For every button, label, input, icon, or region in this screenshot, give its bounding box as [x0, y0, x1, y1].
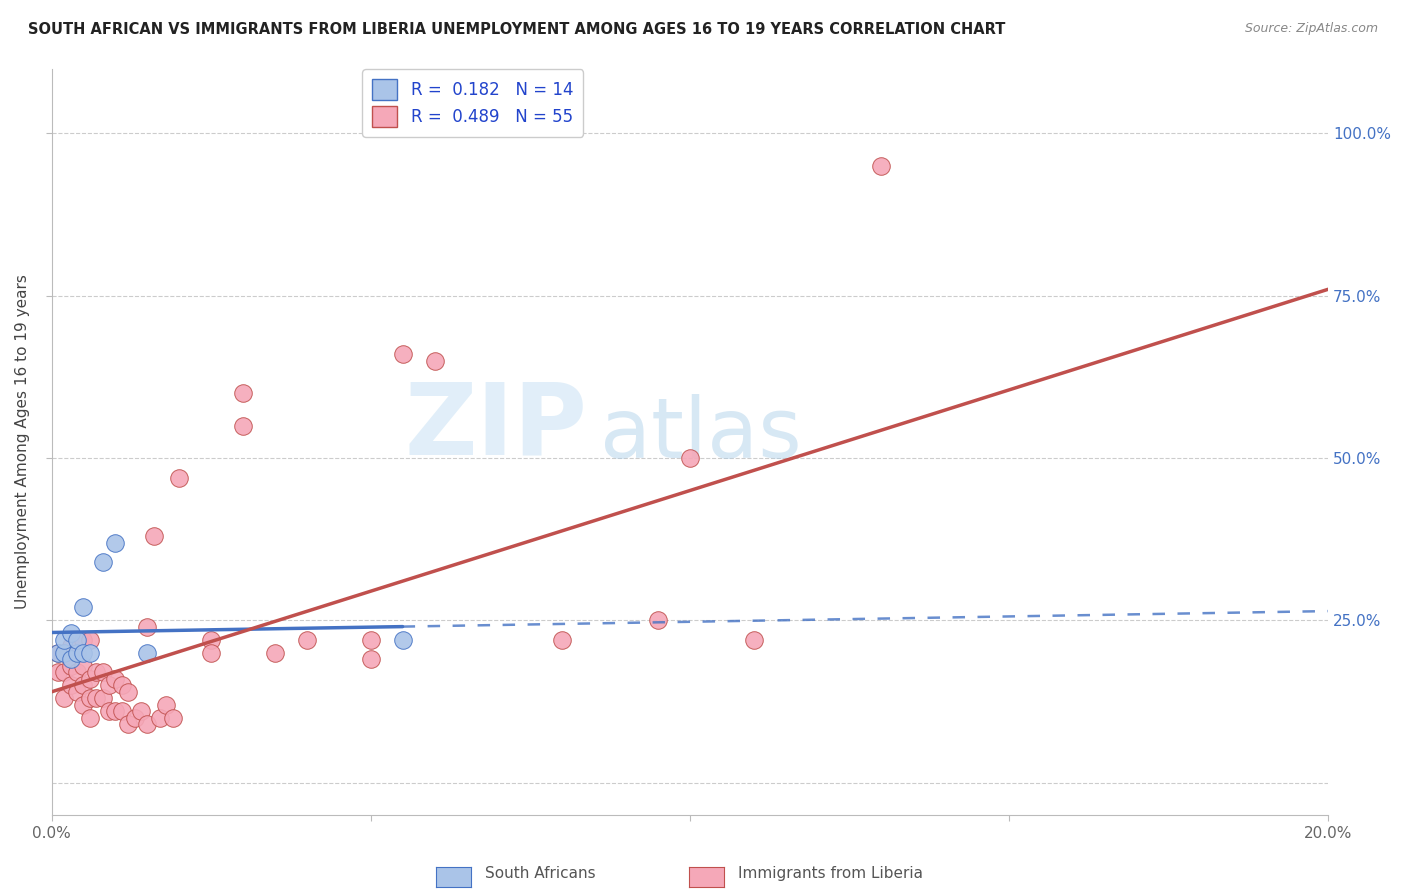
Point [155, 698, 177, 712]
Point [53, 646, 76, 660]
Point [167, 470, 190, 484]
Point [59, 640, 82, 654]
Point [391, 632, 413, 647]
Point [79, 646, 101, 660]
Point [104, 535, 127, 549]
Point [59, 626, 82, 640]
Text: ZIP: ZIP [405, 378, 588, 475]
Point [84, 665, 107, 680]
Point [111, 678, 134, 692]
Point [551, 632, 574, 647]
Point [53, 632, 76, 647]
Point [136, 646, 159, 660]
Point [66, 665, 89, 680]
Point [98, 678, 121, 692]
Text: Immigrants from Liberia: Immigrants from Liberia [738, 866, 924, 881]
Point [46, 646, 69, 660]
Point [742, 632, 765, 647]
Point [136, 717, 159, 731]
Point [79, 672, 101, 686]
Point [91, 555, 114, 569]
Point [59, 652, 82, 666]
Point [423, 353, 446, 368]
Point [46, 665, 69, 680]
Text: atlas: atlas [600, 394, 803, 475]
Point [72, 698, 94, 712]
Point [104, 672, 127, 686]
Point [66, 646, 89, 660]
Point [66, 685, 89, 699]
Point [162, 711, 184, 725]
Point [72, 646, 94, 660]
Point [79, 632, 101, 647]
Point [59, 658, 82, 673]
Point [129, 704, 152, 718]
Text: Source: ZipAtlas.com: Source: ZipAtlas.com [1244, 22, 1378, 36]
Text: South Africans: South Africans [485, 866, 596, 881]
Point [53, 646, 76, 660]
Point [124, 711, 146, 725]
Point [360, 652, 382, 666]
Point [391, 347, 413, 361]
Point [84, 691, 107, 706]
Point [72, 600, 94, 615]
Point [66, 646, 89, 660]
Point [870, 159, 893, 173]
Point [53, 665, 76, 680]
Point [53, 691, 76, 706]
Point [117, 685, 139, 699]
Point [98, 704, 121, 718]
Point [79, 711, 101, 725]
Point [66, 632, 89, 647]
Text: SOUTH AFRICAN VS IMMIGRANTS FROM LIBERIA UNEMPLOYMENT AMONG AGES 16 TO 19 YEARS : SOUTH AFRICAN VS IMMIGRANTS FROM LIBERIA… [28, 22, 1005, 37]
Point [149, 711, 172, 725]
Point [72, 632, 94, 647]
Point [264, 646, 287, 660]
Y-axis label: Unemployment Among Ages 16 to 19 years: Unemployment Among Ages 16 to 19 years [15, 275, 30, 609]
Point [46, 646, 69, 660]
Point [72, 678, 94, 692]
Point [647, 614, 669, 628]
Point [59, 678, 82, 692]
Point [679, 451, 702, 466]
Point [295, 632, 318, 647]
Point [200, 646, 222, 660]
Point [91, 665, 114, 680]
Point [91, 691, 114, 706]
Point [200, 632, 222, 647]
Point [142, 529, 165, 543]
Point [136, 620, 159, 634]
Point [117, 717, 139, 731]
Point [360, 632, 382, 647]
Point [232, 418, 254, 433]
Point [111, 704, 134, 718]
Point [72, 658, 94, 673]
Point [79, 691, 101, 706]
Legend: R =  0.182   N = 14, R =  0.489   N = 55: R = 0.182 N = 14, R = 0.489 N = 55 [363, 70, 583, 136]
Point [104, 704, 127, 718]
Point [232, 386, 254, 401]
